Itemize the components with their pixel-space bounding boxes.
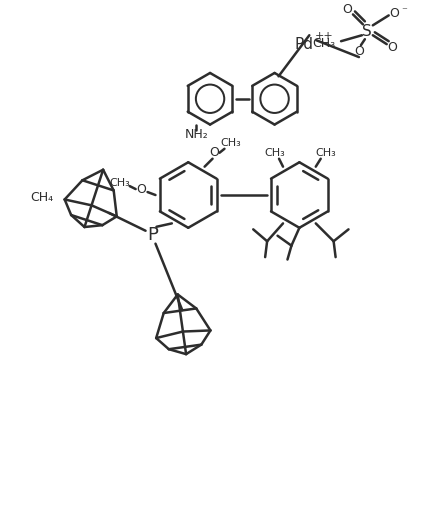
- Text: O: O: [210, 146, 219, 159]
- Text: CH₃: CH₃: [265, 148, 286, 158]
- Text: CH₃: CH₃: [110, 178, 130, 188]
- Text: Pd: Pd: [295, 37, 314, 52]
- Text: O: O: [390, 7, 399, 20]
- Text: CH₃: CH₃: [312, 37, 335, 50]
- Text: P: P: [147, 226, 158, 244]
- Text: CH₄: CH₄: [30, 190, 53, 203]
- Text: NH₂: NH₂: [184, 128, 208, 141]
- Text: ⁻: ⁻: [402, 7, 407, 16]
- Text: ++: ++: [315, 31, 334, 41]
- Text: CH₃: CH₃: [315, 148, 336, 158]
- Text: S: S: [362, 24, 372, 39]
- Text: O: O: [342, 3, 352, 16]
- Text: O: O: [388, 40, 398, 54]
- Text: O: O: [354, 45, 364, 58]
- Text: CH₃: CH₃: [220, 138, 241, 148]
- Text: O: O: [137, 183, 147, 196]
